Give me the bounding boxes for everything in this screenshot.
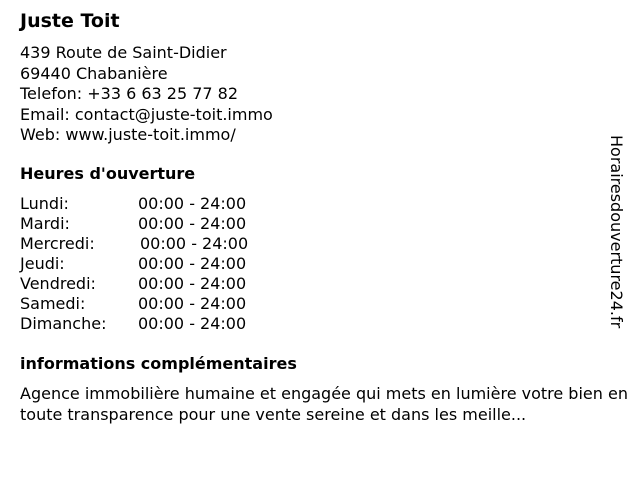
hours-table: Lundi: 00:00 - 24:00 Mardi: 00:00 - 24:00 … <box>20 194 248 334</box>
address-line1: 439 Route de Saint-Didier <box>20 43 227 62</box>
time-range: 00:00 - 24:00 <box>140 234 249 253</box>
email: Email: contact@juste-toit.immo <box>20 104 273 124</box>
time-range: 00:00 - 24:00 <box>138 294 247 313</box>
hours-row: Vendredi: 00:00 - 24:00 <box>20 274 248 294</box>
time-range: 00:00 - 24:00 <box>138 194 247 213</box>
day-label: Mercredi: <box>20 234 95 253</box>
hours-row: Samedi: 00:00 - 24:00 <box>20 294 248 314</box>
hours-row: Mardi: 00:00 - 24:00 <box>20 214 248 234</box>
hours-row: Mercredi: 00:00 - 24:00 <box>20 234 248 254</box>
contact-block: 439 Route de Saint-Didier 69440 Chabaniè… <box>20 43 273 146</box>
info-heading: informations complémentaires <box>20 354 297 373</box>
day-label: Lundi: <box>20 194 69 213</box>
phone: Telefon: +33 6 63 25 77 82 <box>20 84 239 103</box>
day-label: Jeudi: <box>20 254 65 273</box>
hours-row: Jeudi: 00:00 - 24:00 <box>20 254 248 274</box>
day-label: Mardi: <box>20 214 70 233</box>
hours-row: Dimanche: 00:00 - 24:00 <box>20 314 248 334</box>
info-description: Agence immobilière humaine et engagée qu… <box>20 384 628 424</box>
address-line2: 69440 Chabanière <box>20 63 168 83</box>
time-range: 00:00 - 24:00 <box>138 214 247 233</box>
business-name: Juste Toit <box>20 10 120 32</box>
website: Web: www.juste-toit.immo/ <box>20 125 236 144</box>
hours-heading: Heures d'ouverture <box>20 164 196 183</box>
time-range: 00:00 - 24:00 <box>138 274 247 293</box>
time-range: 00:00 - 24:00 <box>138 314 247 333</box>
day-label: Dimanche: <box>20 314 107 333</box>
watermark-text: Horairesdouverture24.fr <box>607 135 626 329</box>
day-label: Samedi: <box>20 294 86 313</box>
day-label: Vendredi: <box>20 274 96 293</box>
hours-row: Lundi: 00:00 - 24:00 <box>20 194 248 214</box>
time-range: 00:00 - 24:00 <box>138 254 247 273</box>
